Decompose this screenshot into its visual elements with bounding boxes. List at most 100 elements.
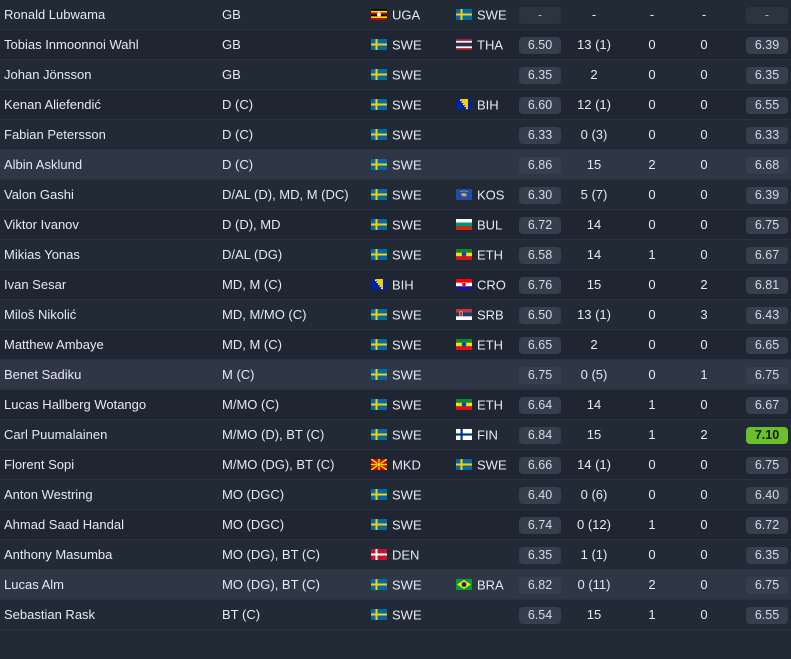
goals: 0 (648, 67, 656, 82)
player-name[interactable]: Albin Asklund (4, 157, 83, 172)
nation-code: SWE (392, 157, 422, 173)
nationality-secondary: BRA (456, 570, 526, 600)
nation-code: SWE (392, 307, 422, 323)
nationality-primary: SWE (371, 600, 451, 630)
player-name[interactable]: Carl Puumalainen (4, 427, 108, 442)
player-row[interactable]: Mikias Yonas D/AL (DG) SWE ETH 6.58 14 1 0 6.67 (0, 240, 791, 270)
player-row[interactable]: Valon Gashi D/AL (D), MD, M (DC) SWE KOS 6.3… (0, 180, 791, 210)
nation-code: SWE (392, 337, 422, 353)
rating-badge: 6.35 (746, 547, 788, 565)
rating-cell: 6.43 (746, 300, 788, 330)
player-row[interactable]: Kenan Aliefendić D (C) SWE BIH 6.60 12 (1) 0 0 6… (0, 90, 791, 120)
player-name[interactable]: Tobias Inmoonnoi Wahl (4, 37, 139, 52)
assists: 0 (700, 487, 708, 502)
rating-badge: 6.67 (746, 247, 788, 265)
player-name[interactable]: Kenan Aliefendić (4, 97, 101, 112)
nationality-primary: SWE (371, 300, 451, 330)
player-row[interactable]: Lucas Alm MO (DG), BT (C) SWE BRA 6.82 0 (11)… (0, 570, 791, 600)
nationality-primary: BIH (371, 270, 451, 300)
player-name[interactable]: Anthony Masumba (4, 547, 113, 562)
appearances: 0 (11) (577, 577, 611, 592)
player-row[interactable]: Carl Puumalainen M/MO (D), BT (C) SWE FIN 6.… (0, 420, 791, 450)
assists: 0 (700, 157, 708, 172)
player-name[interactable]: Anton Westring (4, 487, 93, 502)
nationality-secondary (456, 60, 526, 90)
nationality-secondary (456, 120, 526, 150)
player-row[interactable]: Matthew Ambaye MD, M (C) SWE ETH 6.65 2 0 0 6.65 (0, 330, 791, 360)
player-row[interactable]: Sebastian Rask BT (C) SWE 6.54 15 1 0 6.55 (0, 600, 791, 630)
nationality-secondary (456, 510, 526, 540)
player-row[interactable]: Ronald Lubwama GB UGA SWE - - - - - (0, 0, 791, 30)
rating-badge: 6.68 (746, 157, 788, 175)
goals: 0 (648, 337, 656, 352)
player-name[interactable]: Benet Sadiku (4, 367, 82, 382)
assists: 0 (700, 37, 708, 52)
rating-cell: 6.75 (746, 210, 788, 240)
player-row[interactable]: Anton Westring MO (DGC) SWE 6.40 0 (6) 0 0 6.40 (0, 480, 791, 510)
average-rating-cell: 6.54 (519, 600, 561, 630)
player-row[interactable]: Fabian Petersson D (C) SWE 6.33 0 (3) 0 0 6.33 (0, 120, 791, 150)
bosnia-flag-icon (456, 99, 472, 111)
sweden-flag-icon (371, 309, 387, 321)
player-position: D (C) (222, 157, 254, 172)
nationality-secondary (456, 600, 526, 630)
average-rating-cell: 6.64 (519, 390, 561, 420)
average-rating-cell: 6.74 (519, 510, 561, 540)
appearances: 14 (1) (577, 457, 611, 472)
player-name[interactable]: Lucas Alm (4, 577, 64, 592)
rating-badge: 6.55 (746, 607, 788, 625)
player-row[interactable]: Viktor Ivanov D (D), MD SWE BUL 6.72 14 0 0 6.75 (0, 210, 791, 240)
kosovo-flag-icon (456, 189, 472, 201)
player-row[interactable]: Ahmad Saad Handal MO (DGC) SWE 6.74 0 (12) 1 0… (0, 510, 791, 540)
player-row[interactable]: Lucas Hallberg Wotango M/MO (C) SWE ETH 6.64… (0, 390, 791, 420)
appearances: 15 (586, 277, 602, 292)
rating-cell: 6.67 (746, 240, 788, 270)
player-name[interactable]: Johan Jönsson (4, 67, 92, 82)
nation-code: SWE (392, 397, 422, 413)
sweden-flag-icon (456, 459, 472, 471)
player-position: D/AL (D), MD, M (DC) (222, 187, 349, 202)
rating-cell: 6.35 (746, 540, 788, 570)
goals: 1 (648, 397, 656, 412)
average-rating-cell: 6.66 (519, 450, 561, 480)
player-name[interactable]: Ivan Sesar (4, 277, 67, 292)
uganda-flag-icon (371, 9, 387, 21)
player-name[interactable]: Lucas Hallberg Wotango (4, 397, 147, 412)
player-row[interactable]: Ivan Sesar MD, M (C) BIH CRO 6.76 15 0 2 6.81 (0, 270, 791, 300)
player-name[interactable]: Miloš Nikolić (4, 307, 77, 322)
rating-badge: 6.39 (746, 187, 788, 205)
player-name[interactable]: Valon Gashi (4, 187, 74, 202)
player-name[interactable]: Fabian Petersson (4, 127, 106, 142)
player-row[interactable]: Albin Asklund D (C) SWE 6.86 15 2 0 6.68 (0, 150, 791, 180)
nationality-secondary: SWE (456, 0, 526, 30)
player-name[interactable]: Ronald Lubwama (4, 7, 106, 22)
assists: 1 (700, 367, 708, 382)
player-row[interactable]: Benet Sadiku M (C) SWE 6.75 0 (5) 0 1 6.75 (0, 360, 791, 390)
average-rating-cell: 6.86 (519, 150, 561, 180)
player-row[interactable]: Florent Sopi M/MO (DG), BT (C) MKD SWE 6.66 1… (0, 450, 791, 480)
player-row[interactable]: Tobias Inmoonnoi Wahl GB SWE THA 6.50 13 (1) 0… (0, 30, 791, 60)
average-rating-cell: 6.84 (519, 420, 561, 450)
rating-badge: 6.55 (746, 97, 788, 115)
average-rating-cell: 6.35 (519, 60, 561, 90)
player-position: BT (C) (222, 607, 261, 622)
appearances: 14 (586, 217, 602, 232)
player-name[interactable]: Mikias Yonas (4, 247, 80, 262)
player-row[interactable]: Johan Jönsson GB SWE 6.35 2 0 0 6.35 (0, 60, 791, 90)
player-name[interactable]: Ahmad Saad Handal (4, 517, 124, 532)
nation-code: SWE (392, 217, 422, 233)
sweden-flag-icon (371, 39, 387, 51)
nationality-primary: SWE (371, 420, 451, 450)
assists: 0 (700, 457, 708, 472)
player-name[interactable]: Matthew Ambaye (4, 337, 104, 352)
nation-code: ETH (477, 337, 503, 353)
nationality-primary: SWE (371, 150, 451, 180)
rating-badge: 6.39 (746, 37, 788, 55)
rating-badge: 6.67 (746, 397, 788, 415)
player-name[interactable]: Florent Sopi (4, 457, 75, 472)
player-row[interactable]: Miloš Nikolić MD, M/MO (C) SWE SRB 6.50 13 (1… (0, 300, 791, 330)
average-rating-badge: 6.84 (519, 427, 561, 445)
player-name[interactable]: Sebastian Rask (4, 607, 96, 622)
player-row[interactable]: Anthony Masumba MO (DG), BT (C) DEN 6.35 1 (… (0, 540, 791, 570)
player-name[interactable]: Viktor Ivanov (4, 217, 79, 232)
